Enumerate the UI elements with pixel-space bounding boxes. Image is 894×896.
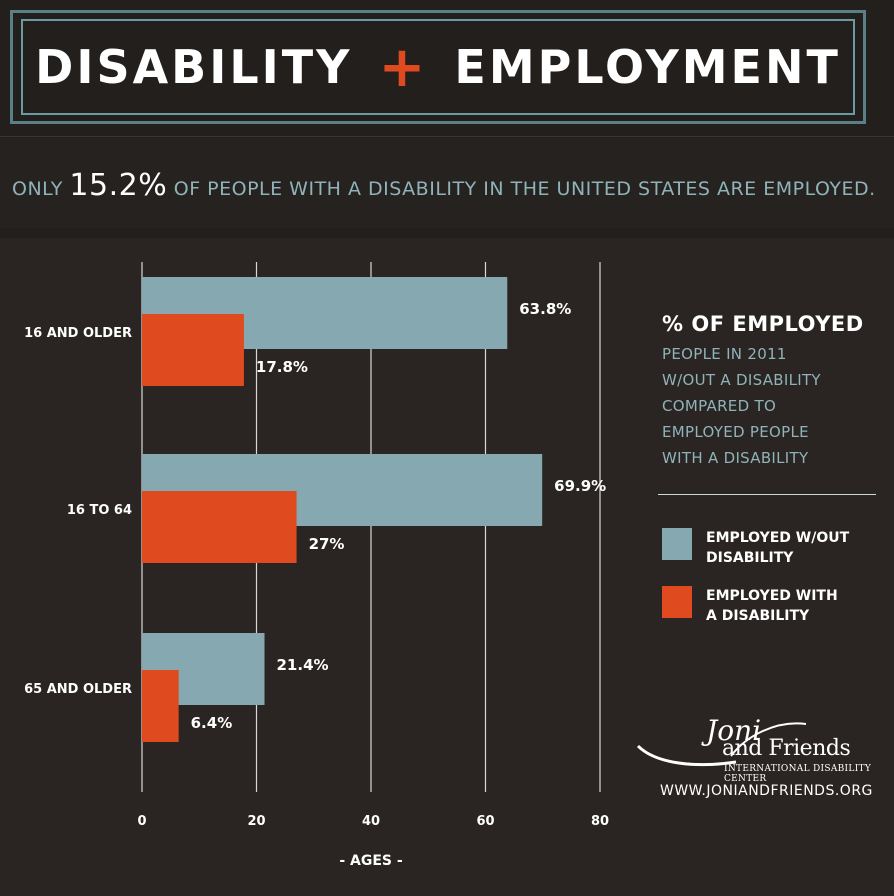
legend-divider xyxy=(658,494,876,495)
legend-swatch-without-disability xyxy=(662,528,692,560)
page-title: DISABILITY + EMPLOYMENT xyxy=(35,35,841,100)
bar-with-disability xyxy=(142,670,179,742)
title-right: EMPLOYMENT xyxy=(454,40,841,94)
website-link[interactable]: WWW.JONIANDFRIENDS.ORG xyxy=(660,783,873,799)
legend-label-line: EMPLOYED WITH xyxy=(706,588,838,604)
title-left: DISABILITY xyxy=(35,40,353,94)
subtitle-prefix: ONLY xyxy=(12,178,63,200)
legend-swatch-with-disability xyxy=(662,586,692,618)
category-label: 16 AND OLDER xyxy=(24,326,132,341)
data-label: 17.8% xyxy=(256,358,308,376)
x-tick-label: 60 xyxy=(476,814,494,829)
subtitle: ONLY 15.2% OF PEOPLE WITH A DISABILITY I… xyxy=(12,168,892,203)
x-tick-label: 80 xyxy=(591,814,609,829)
x-axis-label: - AGES - xyxy=(339,853,403,869)
legend-label-line: EMPLOYED W/OUT xyxy=(706,530,850,546)
logo-swoosh-icon: Joni xyxy=(636,714,807,767)
logo-subtitle: INTERNATIONAL DISABILITY CENTER xyxy=(724,764,872,784)
data-label: 63.8% xyxy=(519,300,571,318)
title-frame: DISABILITY + EMPLOYMENT xyxy=(10,10,866,124)
legend-label-without-disability: EMPLOYED W/OUT DISABILITY xyxy=(706,528,866,568)
legend-desc-line: WITH A DISABILITY xyxy=(662,449,809,467)
x-tick-label: 20 xyxy=(247,814,265,829)
data-label: 27% xyxy=(309,535,345,553)
logo-name: and Friends xyxy=(722,736,851,761)
bar-with-disability xyxy=(142,314,244,386)
data-label: 6.4% xyxy=(191,714,233,732)
legend-label-with-disability: EMPLOYED WITH A DISABILITY xyxy=(706,586,866,626)
legend-item-without-disability: EMPLOYED W/OUT DISABILITY xyxy=(662,528,866,568)
legend-desc-line: EMPLOYED PEOPLE xyxy=(662,423,809,441)
legend-desc-line: W/OUT A DISABILITY xyxy=(662,371,821,389)
legend-label-line: DISABILITY xyxy=(706,550,794,566)
title-divider xyxy=(0,136,894,137)
legend-label-line: A DISABILITY xyxy=(706,608,810,624)
data-label: 69.9% xyxy=(554,477,606,495)
subtitle-highlight: 15.2% xyxy=(69,168,168,203)
legend-desc-line: PEOPLE IN 2011 xyxy=(662,345,787,363)
subtitle-suffix: OF PEOPLE WITH A DISABILITY IN THE UNITE… xyxy=(173,178,876,200)
plus-icon: + xyxy=(378,34,429,100)
x-tick-label: 40 xyxy=(362,814,380,829)
bar-with-disability xyxy=(142,491,297,563)
subtitle-bar xyxy=(0,138,894,228)
legend-item-with-disability: EMPLOYED WITH A DISABILITY xyxy=(662,586,866,626)
legend-description: PEOPLE IN 2011 W/OUT A DISABILITY COMPAR… xyxy=(662,341,882,471)
category-label: 65 AND OLDER xyxy=(24,682,132,697)
legend-desc-line: COMPARED TO xyxy=(662,397,777,415)
logo-script-mark: Joni xyxy=(701,714,761,747)
legend-title: % OF EMPLOYED xyxy=(662,312,864,336)
category-label: 16 TO 64 xyxy=(67,503,132,518)
title-inner-frame: DISABILITY + EMPLOYMENT xyxy=(21,19,855,115)
x-tick-label: 0 xyxy=(137,814,146,829)
data-label: 21.4% xyxy=(277,656,329,674)
